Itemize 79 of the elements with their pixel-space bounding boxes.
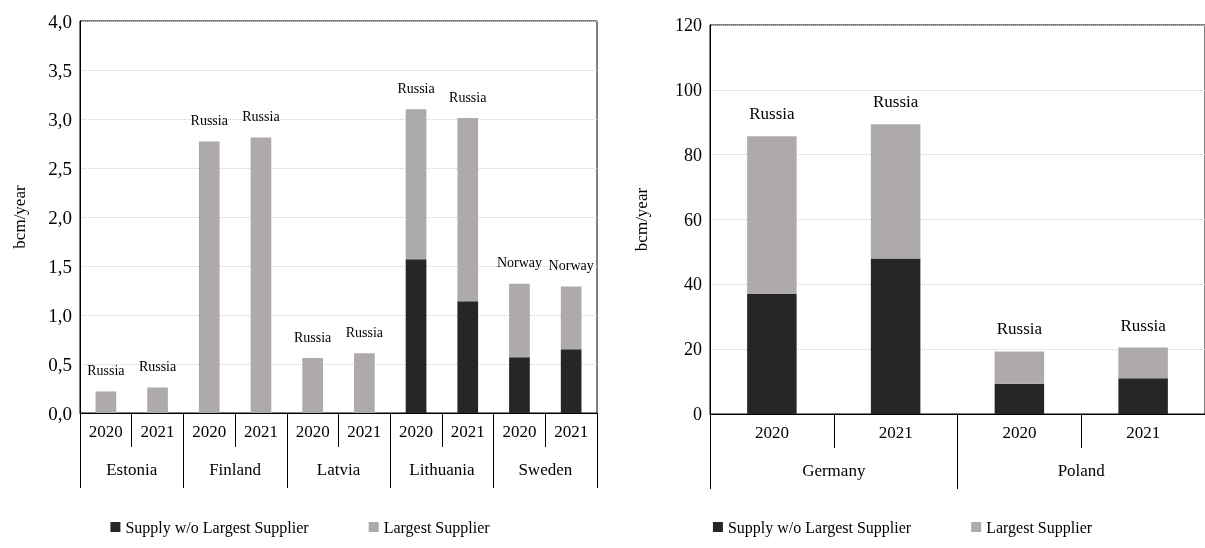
data-label: Russia — [872, 92, 919, 112]
x-tick-label: 2020 — [192, 422, 227, 441]
y-axis-title: bcm/year — [10, 185, 29, 249]
bar — [560, 286, 582, 350]
y-tick-label: 0,5 — [48, 353, 72, 375]
y-tick-label: 40 — [684, 274, 702, 295]
y-tick-label: 2,0 — [48, 206, 72, 228]
text: Lithuania — [409, 460, 475, 479]
data-label: Russia — [190, 113, 229, 129]
x-tick-label: 2020 — [502, 422, 537, 441]
data-label: Norway — [496, 255, 542, 271]
y-axis-title: bcm/year — [632, 187, 651, 252]
bar — [560, 349, 582, 413]
x-tick-label: 2021 — [243, 422, 278, 441]
legend-label: Supply w/o Largest Supplier — [125, 518, 310, 537]
bar — [747, 136, 797, 295]
x-tick-label: 2021 — [140, 422, 175, 441]
y-tick-label: 20 — [684, 339, 702, 360]
data-label: Russia — [996, 319, 1043, 339]
bar — [250, 137, 272, 413]
bar — [870, 258, 921, 414]
bar — [354, 353, 375, 413]
x-tick-label: 2020 — [1002, 423, 1037, 442]
bar — [457, 118, 479, 302]
bar — [198, 141, 220, 413]
text: Sweden — [518, 460, 573, 479]
bar — [147, 387, 168, 413]
x-tick-label: 2021 — [347, 422, 382, 441]
y-tick-label: 60 — [684, 209, 702, 230]
bar — [870, 124, 921, 259]
bar — [302, 358, 323, 413]
data-label: Russia — [242, 109, 281, 125]
bar — [994, 383, 1045, 414]
bar — [994, 351, 1045, 384]
y-tick-label: 0 — [693, 404, 702, 424]
data-label: Russia — [138, 359, 177, 375]
y-tick-label: 1,5 — [48, 255, 72, 277]
text: Poland — [1057, 461, 1106, 480]
y-tick-label: 120 — [675, 15, 702, 35]
bar — [747, 294, 797, 414]
x-tick-label: 2020 — [399, 422, 434, 441]
text: Estonia — [106, 460, 158, 479]
text: Latvia — [316, 460, 361, 479]
bar — [95, 391, 117, 413]
y-tick-label: 100 — [675, 79, 702, 100]
bar — [509, 357, 530, 413]
bar — [457, 301, 479, 413]
bar — [1118, 378, 1168, 414]
text: Finland — [209, 460, 262, 479]
data-label: Russia — [749, 104, 795, 124]
data-label: Russia — [293, 329, 333, 345]
data-label: Russia — [1120, 315, 1167, 335]
data-label: Norway — [548, 258, 594, 274]
bar — [1118, 347, 1168, 379]
x-tick-label: 2021 — [1126, 423, 1161, 442]
x-tick-label: 2021 — [450, 422, 485, 441]
data-label: Russia — [87, 362, 126, 378]
data-label: Russia — [345, 324, 384, 340]
bar — [509, 283, 530, 358]
legend-label: Supply w/o Largest Supplier — [727, 518, 912, 537]
legend-label: Largest Supplier — [383, 518, 491, 537]
x-tick-label: 2021 — [878, 423, 913, 442]
x-tick-label: 2020 — [295, 422, 330, 441]
y-tick-label: 0,0 — [48, 402, 72, 424]
x-tick-label: 2020 — [88, 422, 123, 441]
legend-label: Largest Supplier — [986, 518, 1093, 537]
bar — [405, 259, 427, 413]
y-tick-label: 3,5 — [48, 59, 72, 81]
x-tick-label: 2021 — [554, 422, 589, 441]
text: Germany — [802, 461, 866, 480]
y-tick-label: 80 — [684, 144, 702, 165]
data-label: Russia — [397, 80, 436, 96]
y-tick-label: 1,0 — [48, 304, 72, 326]
data-label: Russia — [449, 89, 488, 105]
y-tick-label: 4,0 — [48, 10, 72, 32]
y-tick-label: 2,5 — [48, 157, 72, 179]
x-tick-label: 2020 — [754, 423, 789, 442]
bar — [405, 109, 427, 260]
y-tick-label: 3,0 — [48, 108, 72, 130]
